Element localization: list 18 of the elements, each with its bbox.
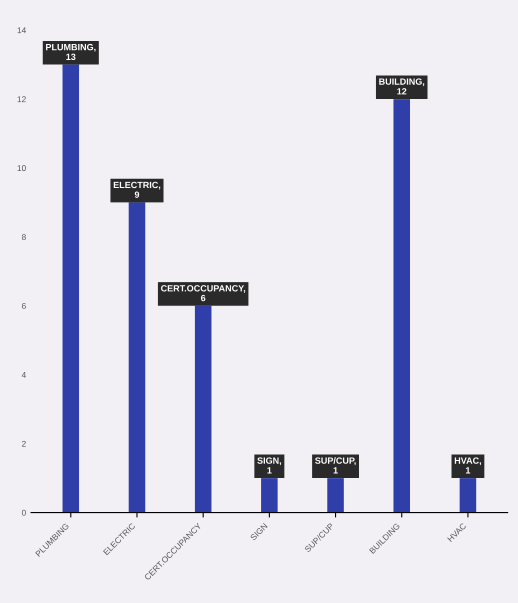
y-tick-label: 4 [22, 372, 26, 378]
bar [62, 64, 80, 513]
bar [128, 202, 146, 513]
y-tick-label: 14 [18, 27, 26, 34]
y-tick-label: 8 [22, 234, 26, 240]
y-tick-label: 2 [22, 440, 26, 447]
data-label: PLUMBING,13 [46, 44, 96, 60]
data-label: SIGN,1 [257, 457, 282, 474]
y-tick-label: 0 [22, 510, 26, 516]
bar [194, 306, 212, 513]
data-label: CERT.OCCUPANCY,6 [160, 285, 246, 302]
data-label: BUILDING,12 [379, 78, 424, 94]
y-tick-label: 6 [22, 303, 26, 309]
y-tick-label: 10 [18, 165, 26, 172]
data-label: HVAC,1 [454, 457, 482, 474]
y-tick-label: 12 [18, 96, 26, 102]
data-label: ELECTRIC,9 [114, 182, 160, 198]
data-label: SUP/CUP,1 [315, 457, 356, 474]
